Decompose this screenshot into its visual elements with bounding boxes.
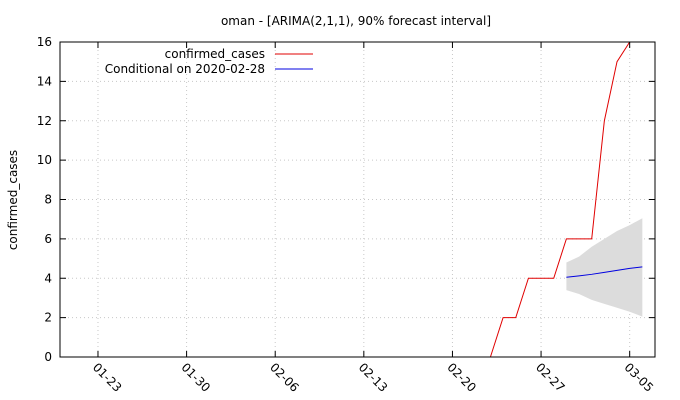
- y-tick-label: 14: [37, 74, 52, 88]
- x-tick-label: 01-23: [90, 360, 125, 395]
- x-tick-label: 03-05: [622, 360, 657, 395]
- y-tick-label: 6: [44, 232, 52, 246]
- y-tick-label: 10: [37, 153, 52, 167]
- x-tick-label: 02-06: [267, 360, 302, 395]
- forecast-interval-band: [566, 218, 643, 317]
- y-tick-label: 0: [44, 350, 52, 364]
- grid-layer: [60, 42, 655, 357]
- x-tick-label: 02-27: [533, 360, 568, 395]
- series-line-confirmed-cases: [489, 41, 631, 358]
- chart-title: oman - [ARIMA(2,1,1), 90% forecast inter…: [221, 14, 491, 28]
- series-layer: [489, 41, 643, 358]
- axis-layer: 0 2 4 6 8 10 12 14 16 01-23 01-30 02-06 02-13 02-20 02…: [37, 35, 656, 395]
- y-tick-label: 2: [44, 311, 52, 325]
- legend-label: confirmed_cases: [165, 47, 265, 61]
- forecast-interval-layer: [566, 218, 643, 317]
- y-tick-label: 16: [37, 35, 52, 49]
- x-tick-label: 01-30: [178, 360, 213, 395]
- y-axis-label: confirmed_cases: [6, 150, 20, 250]
- y-tick-label: 4: [44, 271, 52, 285]
- x-tick-label: 02-13: [356, 360, 391, 395]
- y-tick-label: 8: [44, 193, 52, 207]
- x-tick-label: 02-20: [444, 360, 479, 395]
- plot-frame: [59, 41, 656, 358]
- legend-label: Conditional on 2020-02-28: [105, 62, 265, 76]
- series-line-conditional-forecast: [566, 266, 643, 278]
- y-tick-label: 12: [37, 114, 52, 128]
